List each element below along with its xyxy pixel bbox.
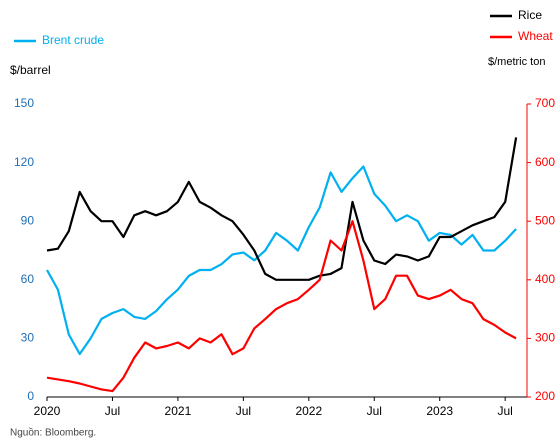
y2-tick-label: 400 bbox=[535, 272, 555, 286]
y-tick-label: 90 bbox=[21, 213, 35, 227]
y2-tick-label: 300 bbox=[535, 331, 555, 345]
source: Nguồn: Bloomberg. bbox=[10, 427, 96, 439]
series-line bbox=[46, 220, 517, 393]
x-tick-label: 2023 bbox=[426, 404, 453, 418]
x-tick-label: 2020 bbox=[34, 404, 61, 418]
x-tick-label: 2021 bbox=[165, 404, 192, 418]
x-tick-label: Jul bbox=[105, 404, 120, 418]
y-tick-label: 150 bbox=[14, 96, 34, 110]
y2-axis-label: $/metric ton bbox=[488, 56, 545, 68]
series-line bbox=[46, 165, 517, 356]
y-tick-label: 60 bbox=[21, 272, 35, 286]
y2-tick-label: 600 bbox=[535, 155, 555, 169]
y2-tick-label: 700 bbox=[535, 96, 555, 110]
x-tick-label: Jul bbox=[236, 404, 251, 418]
y-tick-label: 30 bbox=[21, 331, 35, 345]
x-tick-label: 2022 bbox=[295, 404, 322, 418]
series-line bbox=[46, 137, 518, 281]
x-tick-label: Jul bbox=[367, 404, 382, 418]
x-tick-label: Jul bbox=[498, 404, 513, 418]
y-tick-label: 0 bbox=[27, 389, 34, 403]
y2-tick-label: 200 bbox=[535, 389, 555, 403]
y-tick-label: 120 bbox=[14, 155, 34, 169]
legend-label: Wheat bbox=[518, 29, 553, 43]
y2-tick-label: 500 bbox=[535, 213, 555, 227]
legend-label: Rice bbox=[518, 8, 542, 22]
y-axis-label: $/barrel bbox=[10, 63, 51, 77]
legend-label: Brent crude bbox=[42, 33, 104, 47]
